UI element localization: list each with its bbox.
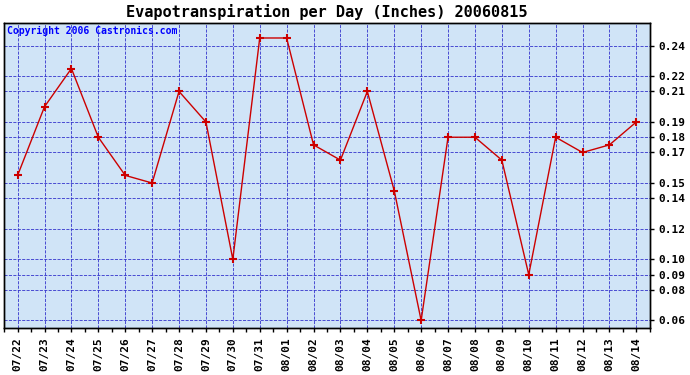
Text: Copyright 2006 Castronics.com: Copyright 2006 Castronics.com [8, 26, 178, 36]
Title: Evapotranspiration per Day (Inches) 20060815: Evapotranspiration per Day (Inches) 2006… [126, 4, 528, 20]
